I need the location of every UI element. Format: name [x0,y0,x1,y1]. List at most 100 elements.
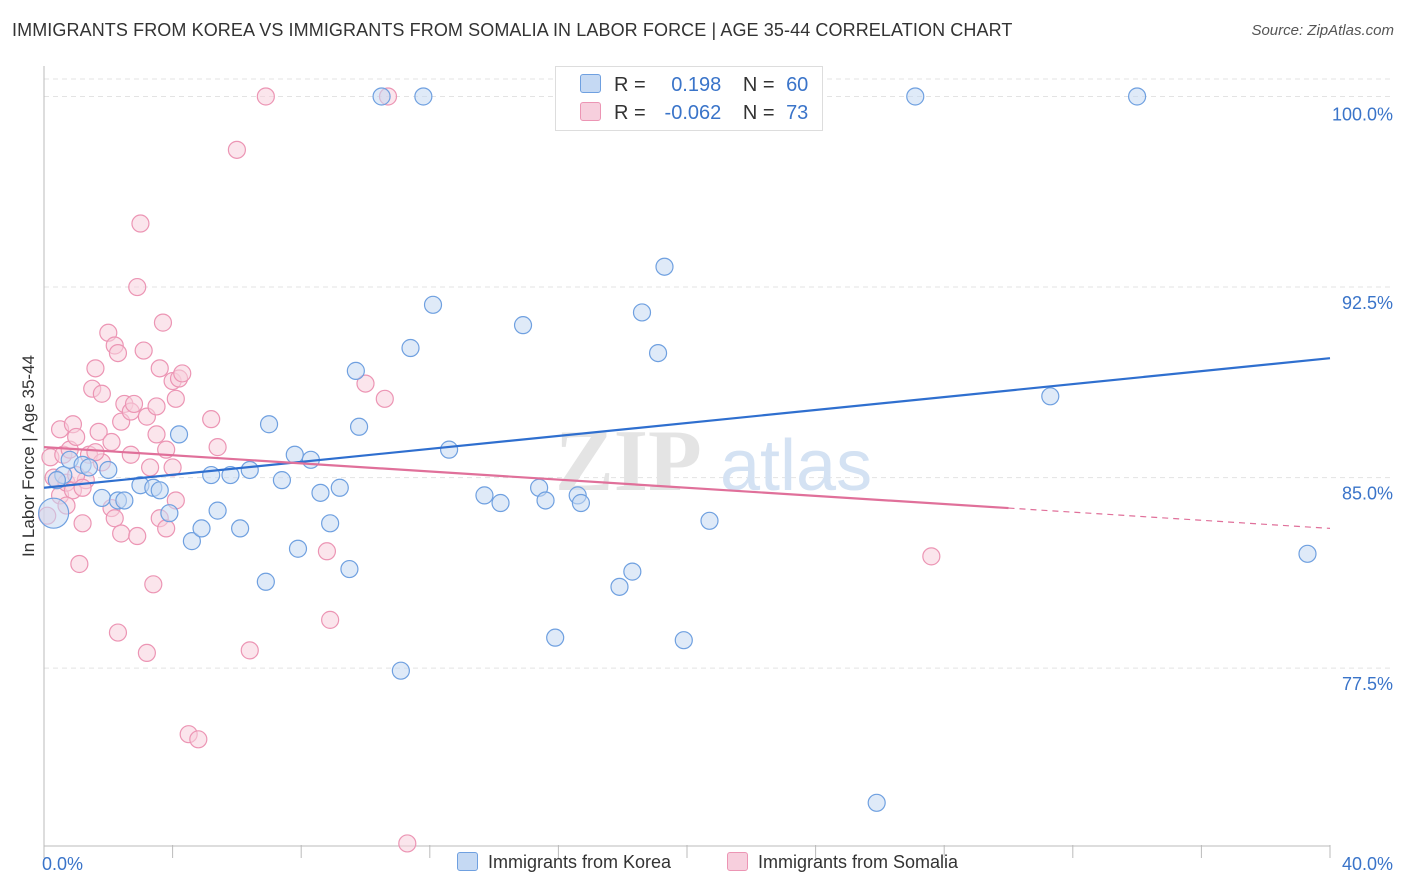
korea-point [423,295,443,314]
korea-point [623,562,642,581]
korea-point [372,87,391,106]
korea-point [401,338,420,358]
korea-point [221,465,240,485]
korea-point [491,493,510,513]
somalia-point [240,641,259,660]
korea-point [536,491,555,510]
korea-point [867,793,886,812]
somalia-point [147,425,166,444]
bottom-legend-korea: Immigrants from Korea [457,852,671,873]
korea-point [272,471,292,490]
somalia-point [227,140,246,159]
korea-point [47,471,66,490]
korea-point [256,572,275,591]
somalia-point [121,445,140,464]
chart-title: IMMIGRANTS FROM KOREA VS IMMIGRANTS FROM… [12,20,1013,40]
korea-point [648,344,668,363]
somalia-point [102,432,121,452]
korea-point [169,425,189,444]
korea-point [115,491,134,510]
somalia-point [86,443,105,462]
somalia-point [150,359,169,378]
somalia-point [173,364,192,383]
korea-point [330,478,349,497]
korea-point [182,532,201,551]
somalia-point [92,384,111,403]
somalia-point [922,547,941,566]
legend-r-value: 0.198 [671,74,722,96]
source-credit: Source: ZipAtlas.com [1251,22,1394,39]
somalia-point [108,623,128,642]
korea-point [79,458,99,477]
korea-point [231,519,250,538]
korea-point [38,497,70,529]
korea-point [150,481,169,500]
korea-point [391,661,410,680]
legend-n-value: 73 [786,102,809,124]
somalia-point [112,524,131,543]
somalia-point [398,834,417,853]
korea-point [571,493,591,513]
korea-point [208,501,227,520]
somalia-point [131,214,150,233]
somalia-swatch [727,852,748,871]
korea-point [259,415,279,434]
somalia-point [202,410,221,429]
korea-point [610,577,629,596]
somalia-point [128,277,147,297]
korea-point [674,631,693,650]
somalia-point [89,422,108,441]
korea-point [546,628,565,647]
korea-point [513,316,533,335]
korea-points [38,87,1317,812]
somalia-point [153,313,173,332]
somalia-point [73,514,92,533]
somalia-trend-line [43,446,1009,510]
korea-point [285,445,304,464]
x-tick-labels: 0.0% 40.0% [42,854,1393,874]
trend-lines [43,357,1331,530]
somalia-point [108,344,128,363]
somalia-point [128,526,147,546]
korea-point [340,559,359,579]
korea-point [192,519,211,538]
korea-point [475,486,494,505]
legend-n-label: N = [742,74,775,96]
korea-point [92,488,111,508]
x-tick-label: 0.0% [42,854,83,874]
legend-r-value: -0.062 [664,102,722,124]
korea-point [240,460,259,480]
korea-point [439,440,459,459]
korea-point [632,303,652,322]
korea-point [160,504,179,523]
y-tick-label: 85.0% [1342,484,1393,504]
grid-lines [44,78,1394,669]
legend-row-somalia: R = -0.062 N = 73 [580,102,808,125]
somalia-point [73,478,92,497]
korea-point [1127,87,1147,106]
legend-n-value: 60 [786,74,809,96]
somalia-point [321,610,340,629]
korea-point [346,361,365,380]
somalia-point [134,341,153,360]
y-tick-labels: 77.5% 85.0% 92.5% 100.0% [1332,104,1393,694]
somalia-point [67,427,86,447]
korea-trend-line [43,357,1331,489]
korea-point [311,483,330,502]
y-tick-label: 77.5% [1342,674,1393,694]
bottom-legend-korea-label: Immigrants from Korea [488,852,672,872]
bottom-legend-somalia-label: Immigrants from Somalia [758,852,959,872]
somalia-point [375,389,394,408]
x-tick-label: 40.0% [1342,854,1393,874]
somalia-point [166,389,185,408]
korea-point [288,539,308,558]
somalia-point [356,374,375,393]
bottom-legend-somalia: Immigrants from Somalia [727,852,958,873]
somalia-point [144,575,163,594]
somalia-point [189,730,208,749]
korea-point [906,87,925,106]
korea-point [1041,387,1060,406]
somalia-swatch [580,102,601,121]
korea-point [349,417,369,436]
